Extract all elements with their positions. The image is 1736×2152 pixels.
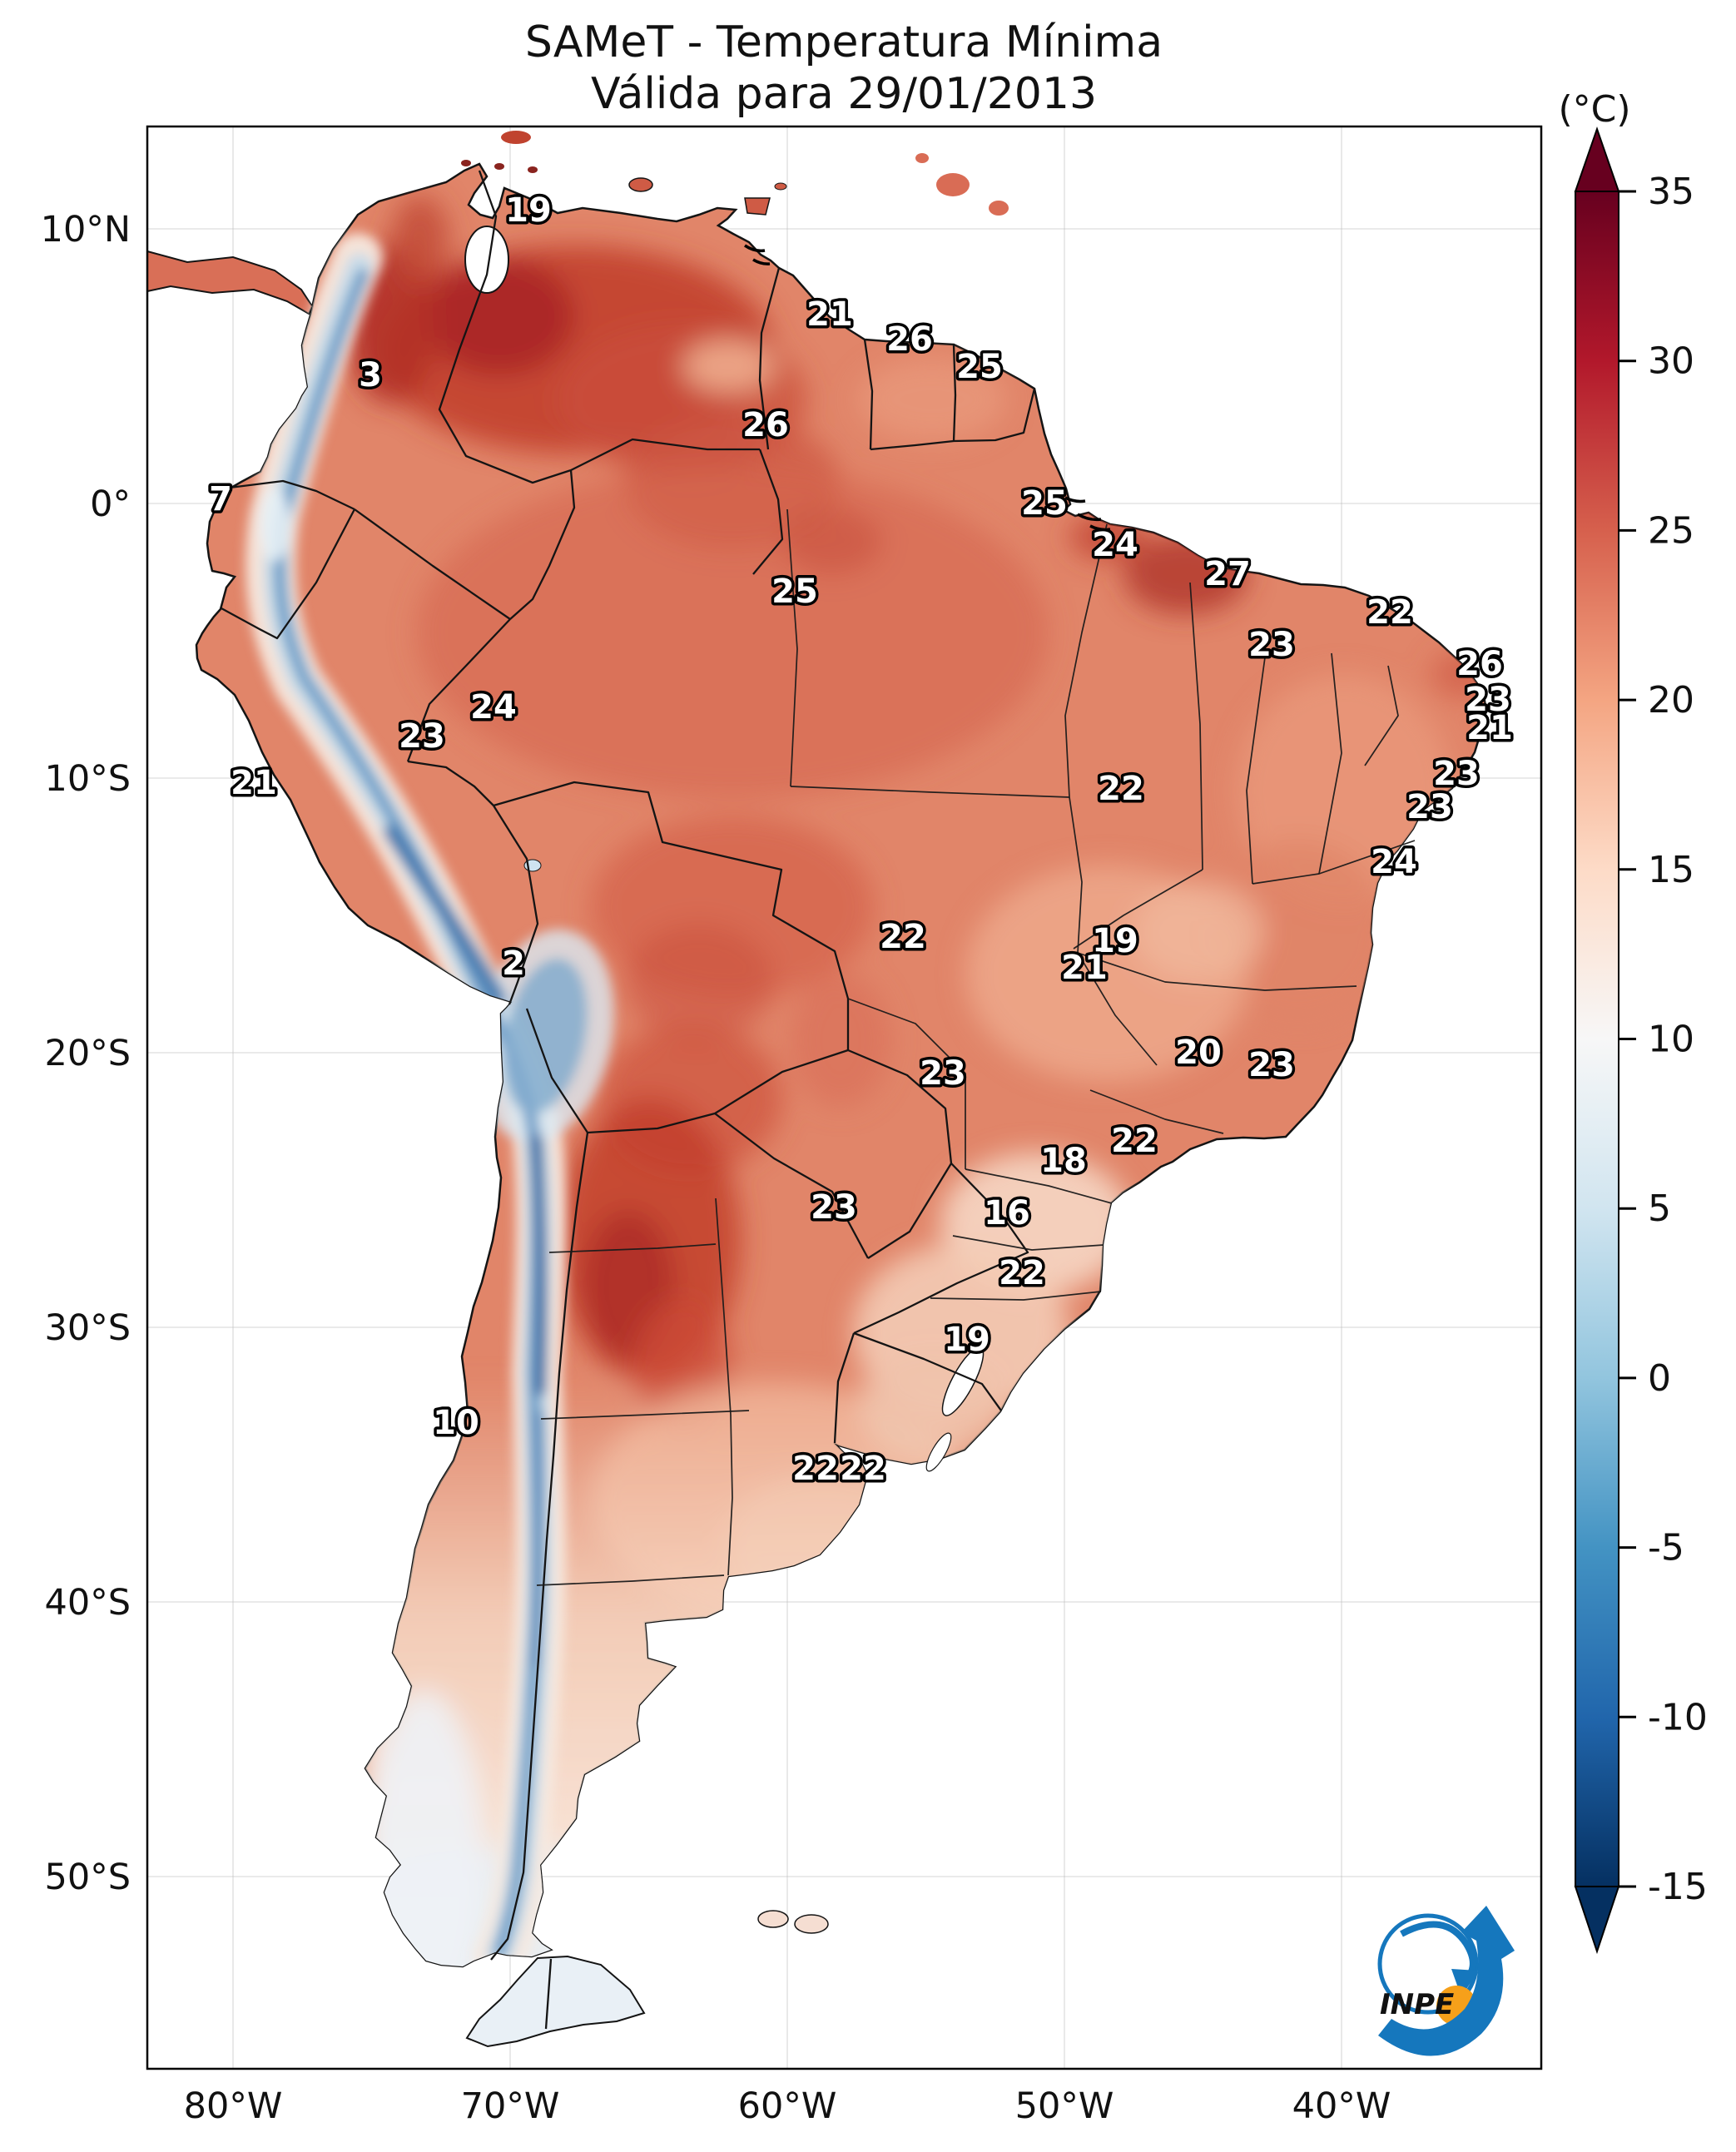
lon-tick-label: 70°W	[461, 2085, 560, 2127]
temperature-label: 23	[920, 1054, 966, 1093]
temperature-label: 20	[1175, 1034, 1222, 1072]
temperature-label: 23	[1406, 788, 1453, 826]
temperature-label: 26	[742, 406, 789, 444]
river-delta-marks	[744, 244, 1111, 532]
temperature-label: 16	[984, 1194, 1030, 1232]
temperature-label: 25	[956, 348, 1003, 386]
temperature-label: 3	[359, 356, 382, 394]
lon-tick-label: 40°W	[1292, 2085, 1391, 2127]
temperature-label: 19	[1092, 922, 1138, 960]
temperature-label: 23	[1248, 626, 1295, 664]
colorbar-tick-label: 5	[1648, 1188, 1671, 1230]
map-frame	[146, 125, 1543, 2070]
colorbar-tick-label: -10	[1648, 1696, 1708, 1738]
page-subtitle: Válida para 29/01/2013	[591, 69, 1097, 119]
colorbar-tick-label: 15	[1648, 849, 1694, 891]
colorbar-tick-label: 25	[1648, 509, 1694, 552]
colorbar-tick-label: -5	[1648, 1527, 1684, 1569]
inpe-logo: INPE	[1377, 1906, 1515, 2056]
temperature-label: 23	[1465, 681, 1511, 719]
temperature-label: 25	[771, 573, 818, 611]
temperature-label: 26	[886, 320, 933, 359]
temperature-label: 23	[1248, 1046, 1295, 1084]
colorbar-gradient	[1575, 191, 1619, 1887]
country-borders	[221, 170, 1036, 1961]
temperature-label: 22	[1098, 770, 1144, 808]
lat-tick-label: 40°S	[44, 1582, 131, 1624]
lon-tick-label: 80°W	[184, 2085, 283, 2127]
temperature-label: 22	[1111, 1122, 1158, 1160]
temperature-label: 18	[1040, 1142, 1087, 1180]
temperature-label: 26	[1456, 645, 1503, 683]
islands	[461, 131, 1009, 1934]
temperature-label: 21	[1061, 949, 1108, 987]
temperature-label: 21	[1466, 709, 1513, 747]
temperature-label: 22	[880, 918, 926, 956]
temperature-label: 24	[1092, 526, 1138, 564]
latitude-axis: 10°N 0° 10°S 20°S 30°S 40°S 50°S	[41, 209, 131, 1898]
temperature-label: 21	[231, 764, 277, 802]
colorbar-tick-label: 10	[1648, 1019, 1694, 1061]
temperature-label: 21	[806, 295, 853, 334]
temperature-label: 23	[811, 1188, 857, 1227]
temperature-label: 7	[209, 480, 232, 518]
colorbar-ticks: 35 30 25 20 15 10 5 0 -5 -10 -15	[1619, 171, 1708, 1908]
lat-tick-label: 10°S	[44, 758, 131, 800]
colorbar: (°C) 35 30 25 20 15 10 5 0 -5 -10 -15	[1558, 88, 1708, 1955]
colorbar-tick-label: 35	[1648, 171, 1694, 213]
temperature-label: 24	[470, 688, 517, 726]
logo-text: INPE	[1380, 1988, 1454, 2021]
temperature-label: 22	[840, 1450, 886, 1488]
temperature-label: 19	[944, 1321, 990, 1359]
temperature-label: 10	[433, 1404, 479, 1442]
colorbar-tick-label: 20	[1648, 679, 1694, 721]
temperature-label: 22	[1366, 593, 1413, 632]
temperature-label: 23	[1433, 755, 1480, 793]
temperature-label: 19	[505, 191, 552, 230]
colorbar-arrow-up	[1574, 126, 1620, 192]
logo-swirl-arrowhead-icon	[1451, 1969, 1478, 1997]
temperature-label: 23	[399, 717, 445, 756]
temperature-label: 27	[1204, 555, 1251, 593]
lat-tick-label: 10°N	[41, 209, 131, 250]
temperature-label: 25	[1021, 484, 1068, 523]
colorbar-tick-label: -15	[1648, 1866, 1708, 1908]
colorbar-unit-label: (°C)	[1558, 88, 1630, 131]
temperature-label: 24	[1371, 843, 1417, 881]
lon-tick-label: 60°W	[738, 2085, 837, 2127]
tierra-del-fuego-island	[465, 1955, 646, 2048]
page-title: SAMeT - Temperatura Mínima	[525, 17, 1163, 67]
temperature-label: 22	[792, 1450, 839, 1488]
lat-tick-label: 30°S	[44, 1307, 131, 1349]
lat-tick-label: 50°S	[44, 1857, 131, 1898]
lon-tick-label: 50°W	[1015, 2085, 1114, 2127]
state-borders	[536, 508, 1416, 1586]
colorbar-tick-label: 30	[1648, 340, 1694, 383]
lat-tick-label: 0°	[90, 483, 131, 525]
title-block: SAMeT - Temperatura Mínima Válida para 2…	[525, 17, 1163, 119]
logo-swirl-icon	[1400, 1921, 1476, 1981]
colorbar-tick-label: 0	[1648, 1357, 1671, 1400]
temperature-label: 22	[999, 1254, 1045, 1292]
logo-big-arrow-icon	[1378, 1906, 1515, 2056]
lat-tick-label: 20°S	[44, 1033, 131, 1074]
colorbar-arrow-down	[1574, 1886, 1620, 1955]
temperature-label: 2	[502, 945, 525, 983]
longitude-axis: 80°W 70°W 60°W 50°W 40°W	[184, 2085, 1391, 2127]
